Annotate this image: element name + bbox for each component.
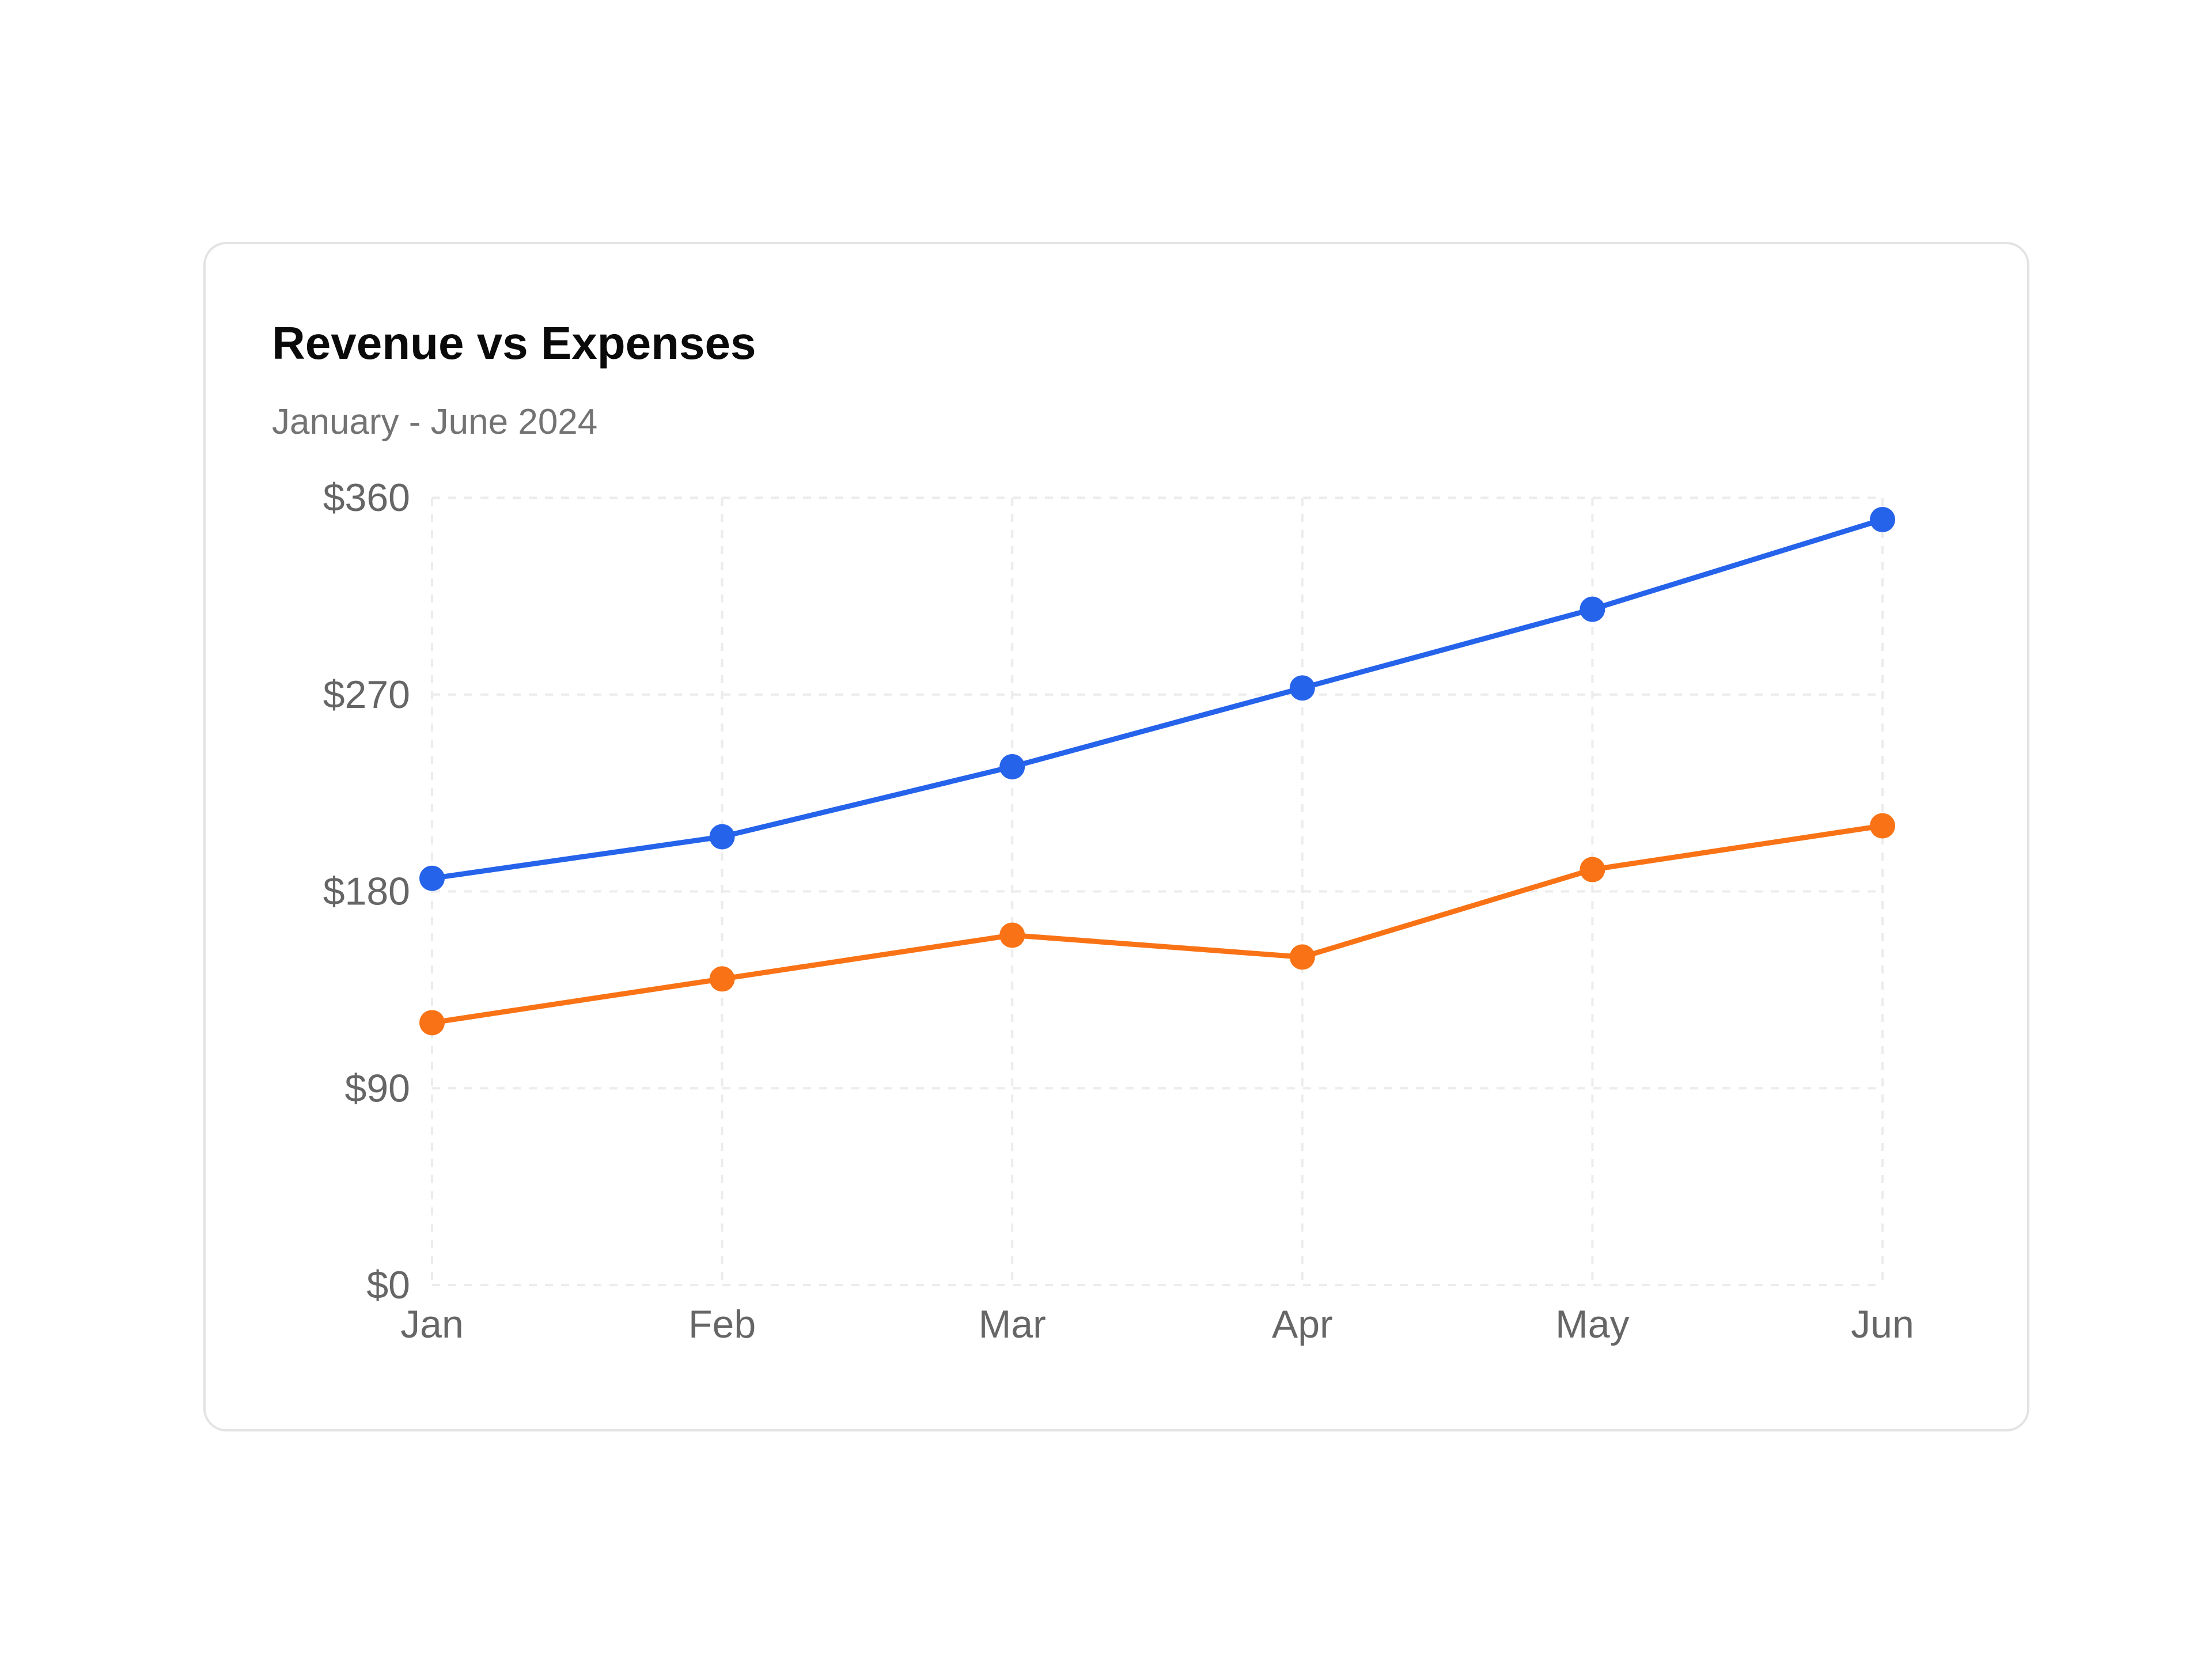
chart-card: Revenue vs Expenses January - June 2024 … (203, 242, 2029, 1431)
y-tick-label: $270 (323, 673, 410, 717)
series-2-point (709, 966, 735, 992)
series-1-point (1870, 506, 1895, 532)
series-2-point (1870, 813, 1895, 839)
y-tick-label: $0 (366, 1263, 410, 1307)
series-1-point (709, 824, 735, 850)
series-2-point (1289, 944, 1315, 970)
x-tick-label: Apr (1272, 1302, 1333, 1346)
x-tick-label: Feb (688, 1302, 756, 1346)
series-line-2 (429, 823, 1885, 1025)
series-2-point (1580, 857, 1605, 882)
y-tick-label: $180 (323, 870, 410, 914)
series-1-point (419, 865, 445, 891)
series-1-point (1580, 596, 1605, 622)
chart-title: Revenue vs Expenses (272, 317, 756, 369)
chart-subtitle: January - June 2024 (272, 402, 598, 442)
x-tick-label: Jan (400, 1302, 464, 1346)
x-tick-label: May (1555, 1302, 1629, 1346)
x-tick-label: Mar (979, 1302, 1046, 1346)
series-1-point (1289, 675, 1315, 701)
series-2-point (999, 922, 1025, 948)
y-tick-label: $90 (345, 1066, 410, 1110)
x-tick-label: Jun (1851, 1302, 1914, 1346)
series-1-point (999, 754, 1025, 780)
y-tick-label: $360 (323, 476, 410, 520)
series-2-point (419, 1010, 445, 1036)
line-chart: $0 $90 $180 $270 $360 Jan Feb Mar Apr May Jun (323, 476, 1914, 1346)
series-line-1 (429, 517, 1885, 881)
